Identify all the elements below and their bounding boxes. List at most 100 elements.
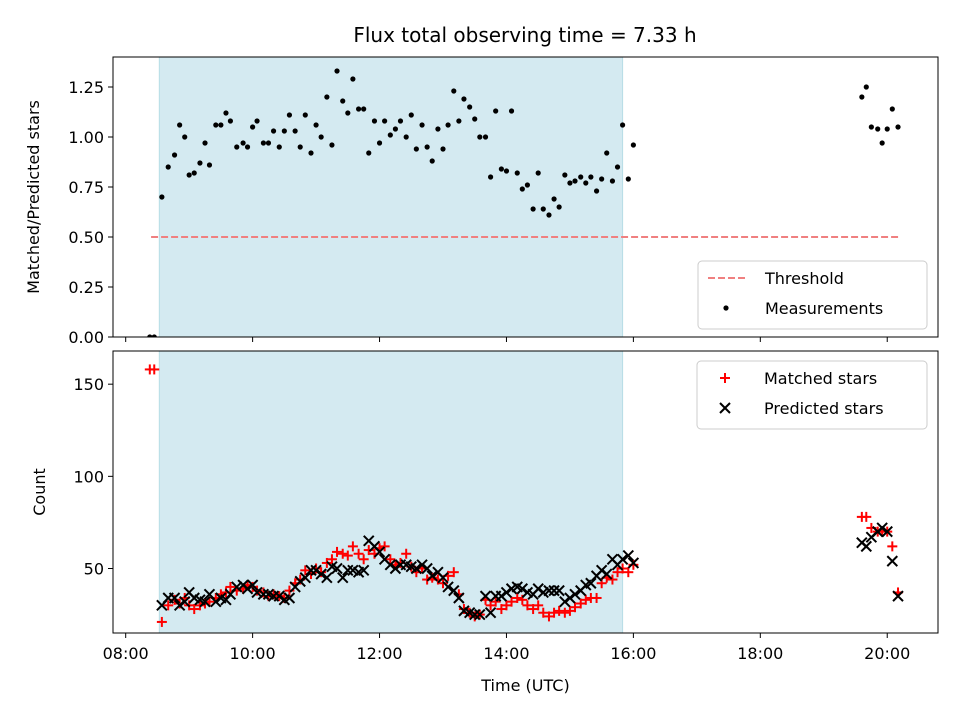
plot-area bbox=[144, 364, 904, 627]
data-point bbox=[585, 577, 597, 589]
data-point bbox=[225, 581, 236, 592]
data-point bbox=[251, 586, 263, 599]
data-point bbox=[484, 607, 497, 619]
data-point bbox=[156, 616, 167, 627]
data-point bbox=[189, 604, 200, 615]
data-point bbox=[297, 144, 303, 150]
data-point bbox=[474, 608, 486, 621]
data-point bbox=[479, 590, 492, 602]
data-point bbox=[371, 118, 378, 124]
x-tick-label: 12:00 bbox=[356, 644, 402, 663]
data-point bbox=[315, 568, 327, 580]
x-tick-label: 08:00 bbox=[103, 644, 149, 663]
data-point bbox=[313, 122, 319, 128]
data-point bbox=[340, 98, 346, 104]
data-point bbox=[519, 186, 525, 192]
data-point bbox=[177, 122, 183, 128]
legend-label: Measurements bbox=[765, 299, 883, 318]
data-point bbox=[182, 134, 188, 140]
data-point bbox=[350, 76, 356, 82]
data-point bbox=[357, 564, 370, 577]
y-tick-label: 1.00 bbox=[68, 128, 104, 147]
data-point bbox=[612, 567, 623, 578]
legend-label: Matched stars bbox=[764, 369, 877, 388]
legend-predicted-swatch bbox=[719, 402, 731, 414]
data-point bbox=[250, 124, 256, 130]
data-point bbox=[276, 144, 282, 150]
x-axis-label: Time (UTC) bbox=[480, 676, 569, 695]
data-point bbox=[543, 611, 554, 622]
data-point bbox=[628, 559, 639, 570]
data-point bbox=[397, 118, 404, 124]
data-point bbox=[227, 118, 234, 124]
data-point bbox=[503, 168, 510, 174]
data-point bbox=[868, 124, 874, 130]
data-point bbox=[556, 204, 562, 210]
y-tick-label: 0.25 bbox=[68, 278, 104, 297]
data-point bbox=[540, 206, 546, 212]
data-point bbox=[859, 94, 865, 100]
data-point bbox=[424, 144, 430, 150]
data-point bbox=[159, 194, 165, 200]
data-point bbox=[318, 134, 324, 140]
data-point bbox=[213, 122, 219, 128]
data-point bbox=[361, 106, 367, 112]
y-axis-label: Count bbox=[30, 468, 49, 516]
data-point bbox=[299, 571, 311, 584]
data-point bbox=[630, 142, 636, 148]
data-point bbox=[522, 600, 533, 611]
data-point bbox=[410, 562, 423, 575]
data-point bbox=[551, 196, 557, 202]
data-point bbox=[376, 140, 383, 146]
data-point bbox=[623, 567, 634, 578]
legend-box bbox=[696, 360, 928, 430]
data-point bbox=[244, 144, 251, 150]
data-point bbox=[342, 564, 354, 577]
data-point bbox=[260, 140, 267, 146]
data-point bbox=[186, 172, 192, 178]
legend-label: Threshold bbox=[764, 269, 844, 288]
x-tick-label: 16:00 bbox=[610, 644, 656, 663]
data-point bbox=[442, 581, 454, 593]
data-point bbox=[490, 596, 501, 607]
data-point bbox=[440, 146, 446, 152]
data-point bbox=[286, 112, 293, 118]
data-point bbox=[419, 122, 425, 128]
data-point bbox=[385, 554, 396, 565]
data-point bbox=[562, 172, 568, 178]
data-point bbox=[202, 140, 208, 146]
figure-title: Flux total observing time = 7.33 h bbox=[353, 23, 696, 47]
y-tick-label: 0.50 bbox=[68, 228, 104, 247]
data-point bbox=[231, 581, 243, 593]
data-point bbox=[895, 124, 901, 130]
data-point bbox=[604, 150, 610, 156]
data-point bbox=[524, 182, 531, 188]
data-point bbox=[559, 607, 570, 618]
data-point bbox=[477, 134, 483, 140]
data-point bbox=[347, 541, 358, 552]
data-point bbox=[575, 598, 586, 609]
legend-label: Predicted stars bbox=[764, 399, 884, 418]
data-point bbox=[445, 122, 451, 128]
data-point bbox=[861, 511, 872, 522]
data-point bbox=[570, 602, 580, 613]
data-point bbox=[448, 584, 460, 597]
data-point bbox=[283, 592, 296, 604]
data-point bbox=[616, 553, 629, 565]
top-panel: 0.00 0.25 0.50 0.75 1.00 1.25 Matched/Predicte… bbox=[24, 56, 939, 347]
data-point bbox=[593, 188, 600, 194]
data-point bbox=[265, 140, 272, 146]
data-point bbox=[889, 106, 895, 112]
data-point bbox=[270, 128, 277, 134]
data-point bbox=[353, 548, 364, 559]
data-point bbox=[379, 541, 390, 552]
data-point bbox=[588, 174, 594, 180]
data-point bbox=[892, 590, 904, 602]
data-point bbox=[548, 584, 560, 597]
data-point bbox=[165, 164, 171, 170]
data-point bbox=[427, 572, 438, 583]
data-point bbox=[421, 562, 433, 575]
data-point bbox=[355, 106, 362, 112]
data-point bbox=[614, 164, 621, 170]
data-point bbox=[254, 118, 260, 124]
